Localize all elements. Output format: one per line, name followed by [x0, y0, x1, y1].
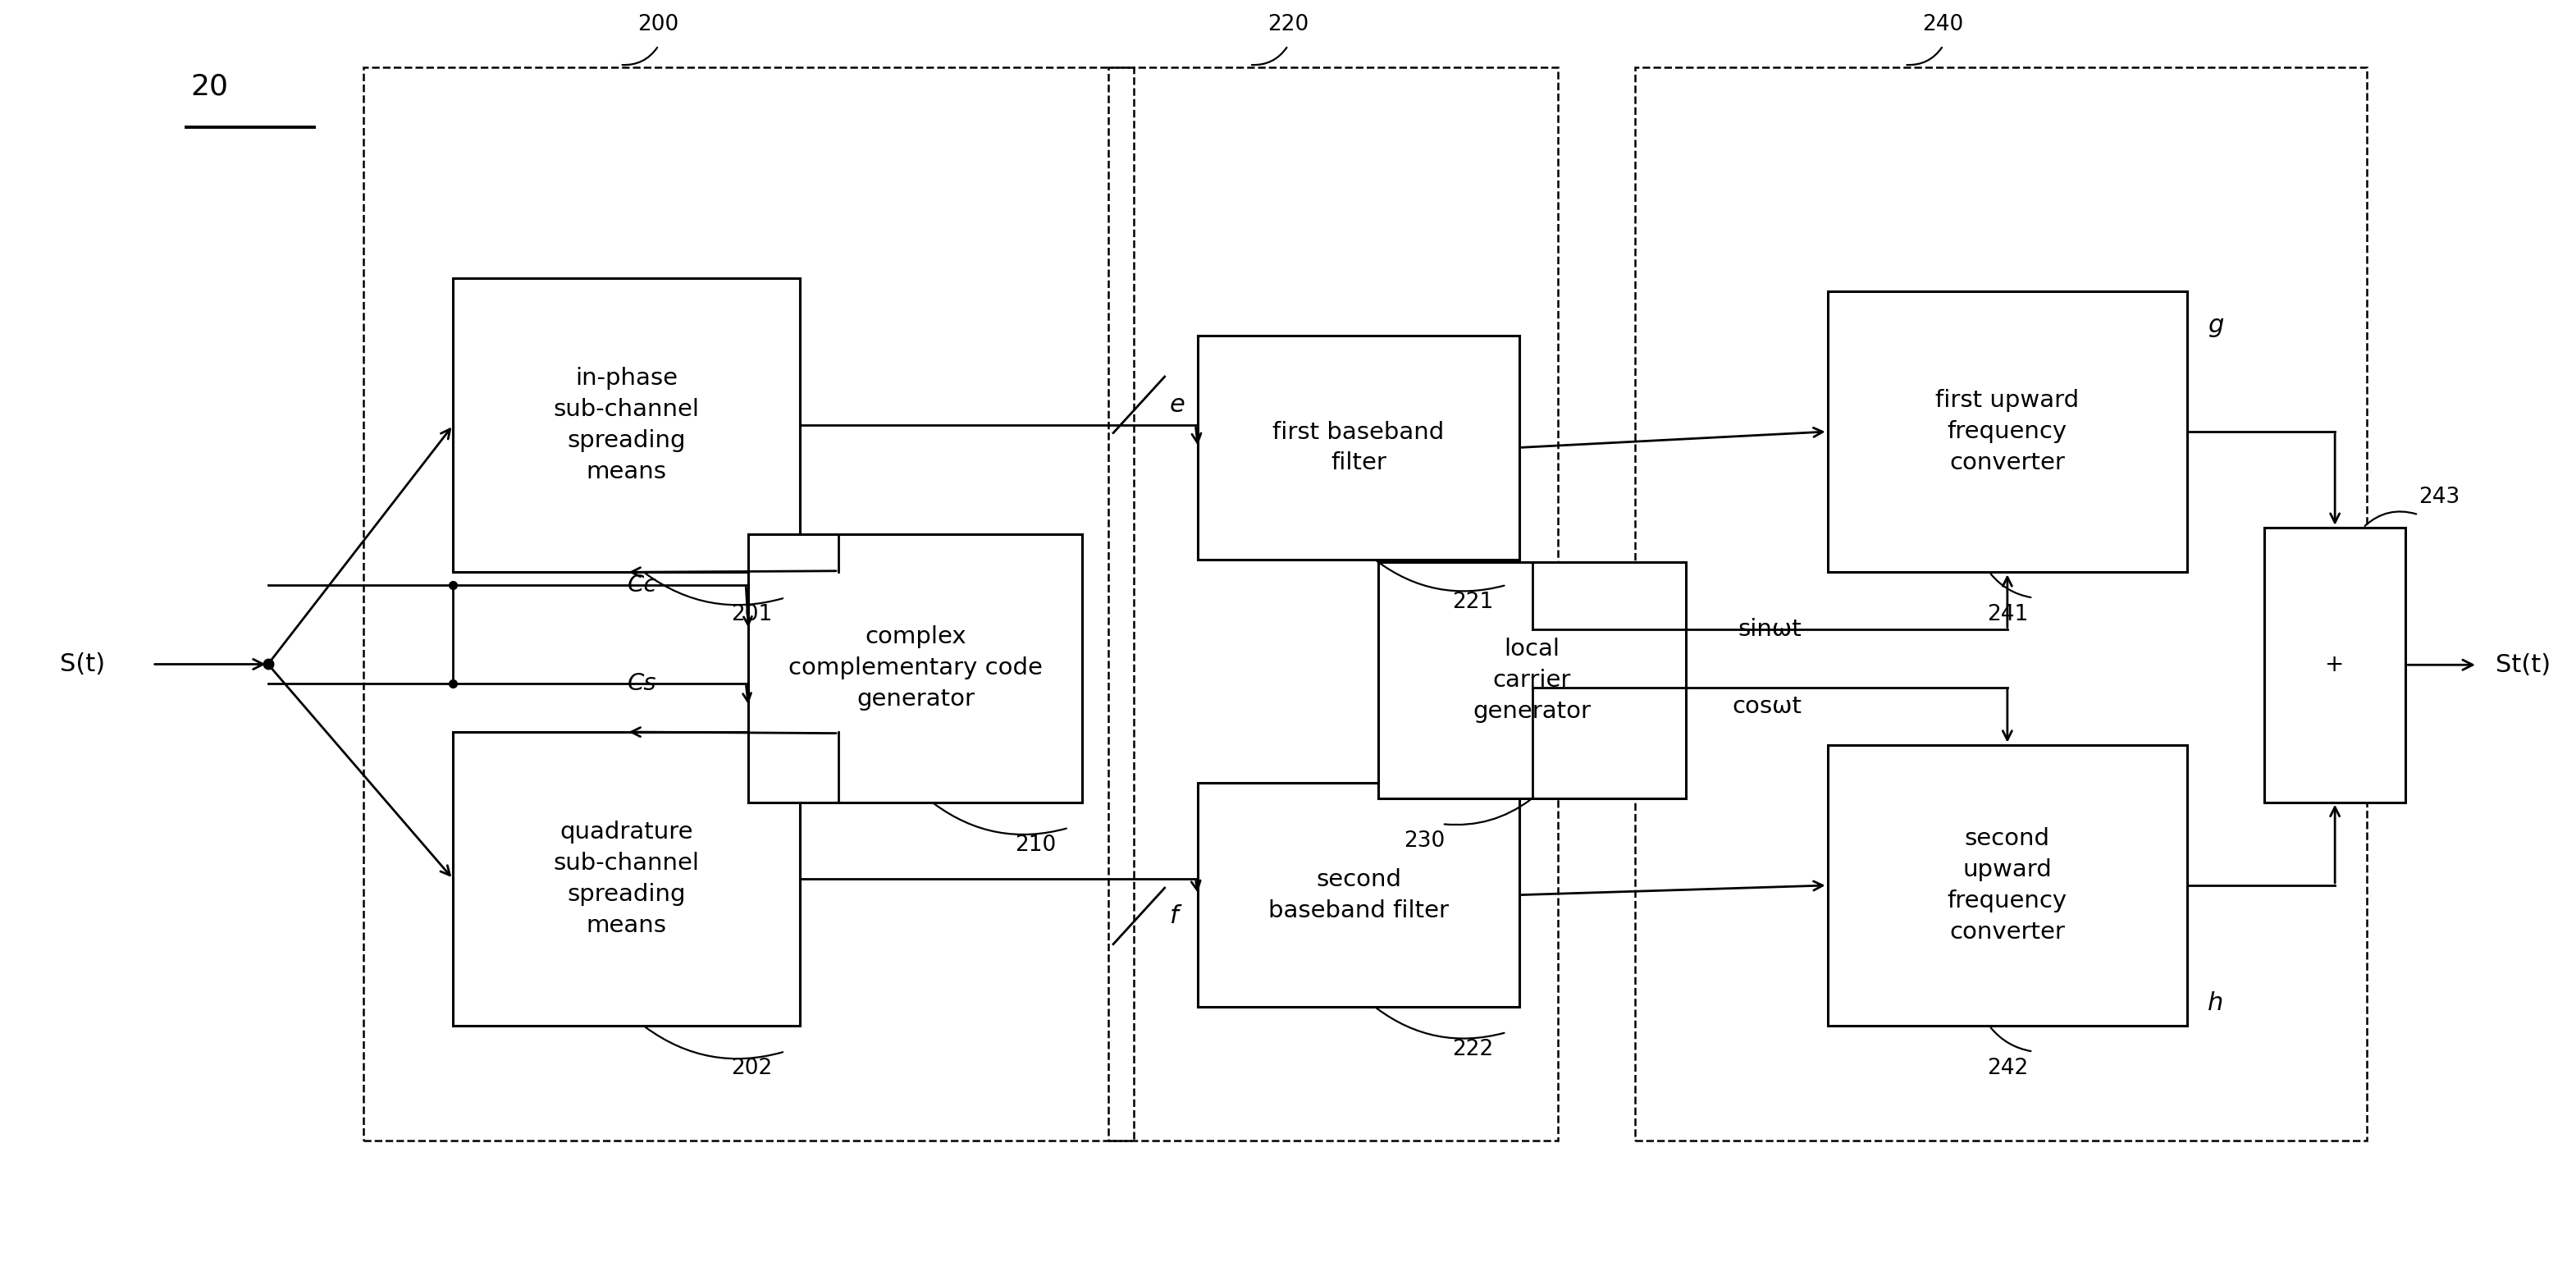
- Text: 230: 230: [1404, 830, 1445, 852]
- Text: quadrature
sub-channel
spreading
means: quadrature sub-channel spreading means: [554, 821, 701, 937]
- Text: second
upward
frequency
converter: second upward frequency converter: [1947, 828, 2069, 943]
- Text: first upward
frequency
converter: first upward frequency converter: [1935, 389, 2079, 474]
- Text: 243: 243: [2419, 487, 2460, 509]
- Text: 210: 210: [1015, 834, 1056, 856]
- Text: 200: 200: [639, 14, 680, 36]
- Text: complex
complementary code
generator: complex complementary code generator: [788, 626, 1043, 711]
- Text: 220: 220: [1267, 14, 1309, 36]
- Text: 240: 240: [1922, 14, 1963, 36]
- Text: first baseband
filter: first baseband filter: [1273, 420, 1445, 474]
- Text: 242: 242: [1986, 1058, 2027, 1079]
- FancyBboxPatch shape: [750, 533, 1082, 802]
- Text: Cs: Cs: [629, 672, 657, 695]
- Text: in-phase
sub-channel
spreading
means: in-phase sub-channel spreading means: [554, 368, 701, 483]
- FancyBboxPatch shape: [1198, 783, 1520, 1006]
- FancyBboxPatch shape: [453, 279, 801, 572]
- Text: St(t): St(t): [2496, 653, 2550, 677]
- Text: +: +: [2326, 653, 2344, 676]
- Text: h: h: [2208, 991, 2223, 1015]
- Text: 201: 201: [732, 604, 773, 626]
- Text: 20: 20: [191, 72, 229, 100]
- FancyBboxPatch shape: [453, 732, 801, 1025]
- Text: e: e: [1170, 393, 1185, 416]
- FancyBboxPatch shape: [1198, 335, 1520, 559]
- Text: g: g: [2208, 314, 2223, 338]
- Text: 222: 222: [1453, 1038, 1494, 1060]
- Text: cosωt: cosωt: [1731, 695, 1801, 718]
- Text: S(t): S(t): [59, 653, 106, 676]
- FancyBboxPatch shape: [1378, 562, 1687, 798]
- Text: f: f: [1170, 905, 1180, 928]
- FancyBboxPatch shape: [1826, 745, 2187, 1025]
- Text: Cc: Cc: [629, 573, 657, 596]
- FancyBboxPatch shape: [2264, 527, 2406, 802]
- Text: second
baseband filter: second baseband filter: [1267, 867, 1448, 921]
- Text: 241: 241: [1986, 604, 2027, 626]
- Text: 202: 202: [732, 1058, 773, 1079]
- Text: 221: 221: [1453, 591, 1494, 613]
- Text: sinωt: sinωt: [1739, 618, 1801, 641]
- Text: local
carrier
generator: local carrier generator: [1473, 637, 1592, 722]
- FancyBboxPatch shape: [1826, 290, 2187, 572]
